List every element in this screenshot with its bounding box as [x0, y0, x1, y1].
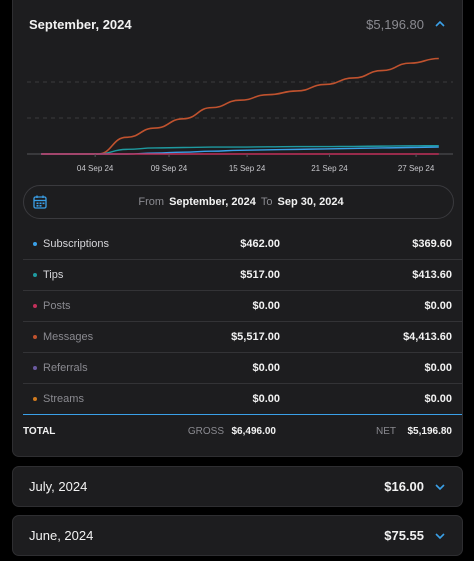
row-net: $369.60 — [412, 238, 452, 250]
month-panel-header[interactable]: July, 2024 $16.00 — [13, 467, 462, 506]
month-total: $5,196.80 — [366, 16, 424, 32]
row-label: Posts — [43, 300, 71, 312]
row-label: Referrals — [43, 362, 88, 374]
row-gross: $0.00 — [252, 300, 280, 312]
month-title: June, 2024 — [29, 528, 94, 543]
earnings-breakdown: Subscriptions $462.00 $369.60 Tips $517.00 $4… — [13, 229, 462, 415]
calendar-icon[interactable] — [32, 194, 48, 210]
row-net: $0.00 — [424, 300, 452, 312]
table-row: Subscriptions $462.00 $369.60 — [23, 229, 462, 260]
series-line-1 — [41, 144, 439, 155]
total-label: TOTAL — [23, 425, 56, 437]
earnings-chart: 04 Sep 24 09 Sep 24 15 Sep 24 21 Sep 24 27 S… — [27, 44, 453, 177]
month-panel-header[interactable]: September, 2024 $5,196.80 — [13, 0, 462, 48]
row-gross: $517.00 — [240, 269, 280, 281]
legend-dot — [33, 304, 37, 308]
date-range-picker[interactable]: From September, 2024 To Sep 30, 2024 — [23, 185, 454, 219]
legend-dot — [33, 366, 37, 370]
net-total: $5,196.80 — [407, 425, 453, 437]
from-value: September, 2024 — [169, 196, 256, 208]
chevron-up-icon[interactable] — [434, 18, 446, 30]
month-panel-july[interactable]: July, 2024 $16.00 — [12, 466, 463, 507]
legend-dot — [33, 242, 37, 246]
legend-dot — [33, 273, 37, 277]
month-title: July, 2024 — [29, 479, 88, 494]
gross-label: GROSS — [187, 425, 224, 437]
gross-total: $6,496.00 — [231, 425, 277, 437]
earnings-chart-svg: 04 Sep 24 09 Sep 24 15 Sep 24 21 Sep 24 27 S… — [27, 57, 453, 173]
series-line-0 — [41, 57, 439, 155]
month-panel-june[interactable]: June, 2024 $75.55 — [12, 515, 463, 556]
row-gross: $0.00 — [252, 393, 280, 405]
row-label: Tips — [43, 269, 64, 281]
month-total: $16.00 — [384, 479, 424, 494]
net-label: NET — [376, 425, 396, 437]
row-net: $0.00 — [424, 393, 452, 405]
row-gross: $462.00 — [240, 238, 280, 250]
legend-dot — [33, 397, 37, 401]
month-panel-header[interactable]: June, 2024 $75.55 — [13, 516, 462, 555]
x-tick-label: 27 Sep 24 — [398, 164, 435, 173]
x-tick-label: 21 Sep 24 — [311, 164, 348, 173]
x-tick-label: 04 Sep 24 — [77, 164, 114, 173]
totals-row: TOTAL GROSS $6,496.00 NET $5,196.80 — [23, 417, 452, 445]
row-label: Streams — [43, 393, 84, 405]
row-net: $0.00 — [424, 362, 452, 374]
chevron-down-icon[interactable] — [434, 530, 446, 542]
table-row: Messages $5,517.00 $4,413.60 — [23, 322, 462, 353]
row-label: Messages — [43, 331, 94, 343]
table-row: Referrals $0.00 $0.00 — [23, 353, 462, 384]
row-label: Subscriptions — [43, 238, 110, 250]
row-gross: $5,517.00 — [231, 331, 280, 343]
row-net: $413.60 — [412, 269, 452, 281]
from-label: From — [138, 196, 165, 208]
to-label: To — [260, 196, 273, 208]
table-row: Streams $0.00 $0.00 — [23, 384, 462, 415]
row-gross: $0.00 — [252, 362, 280, 374]
table-row: Tips $517.00 $413.60 — [23, 260, 462, 291]
x-tick-label: 09 Sep 24 — [151, 164, 188, 173]
to-value: Sep 30, 2024 — [277, 196, 344, 208]
legend-dot — [33, 335, 37, 339]
table-row: Posts $0.00 $0.00 — [23, 291, 462, 322]
chevron-down-icon[interactable] — [434, 481, 446, 493]
row-net: $4,413.60 — [403, 331, 452, 343]
month-panel-september: September, 2024 $5,196.80 04 Sep 24 09 Se… — [12, 0, 463, 457]
month-total: $75.55 — [384, 528, 424, 543]
month-title: September, 2024 — [29, 16, 132, 32]
x-tick-label: 15 Sep 24 — [229, 164, 266, 173]
